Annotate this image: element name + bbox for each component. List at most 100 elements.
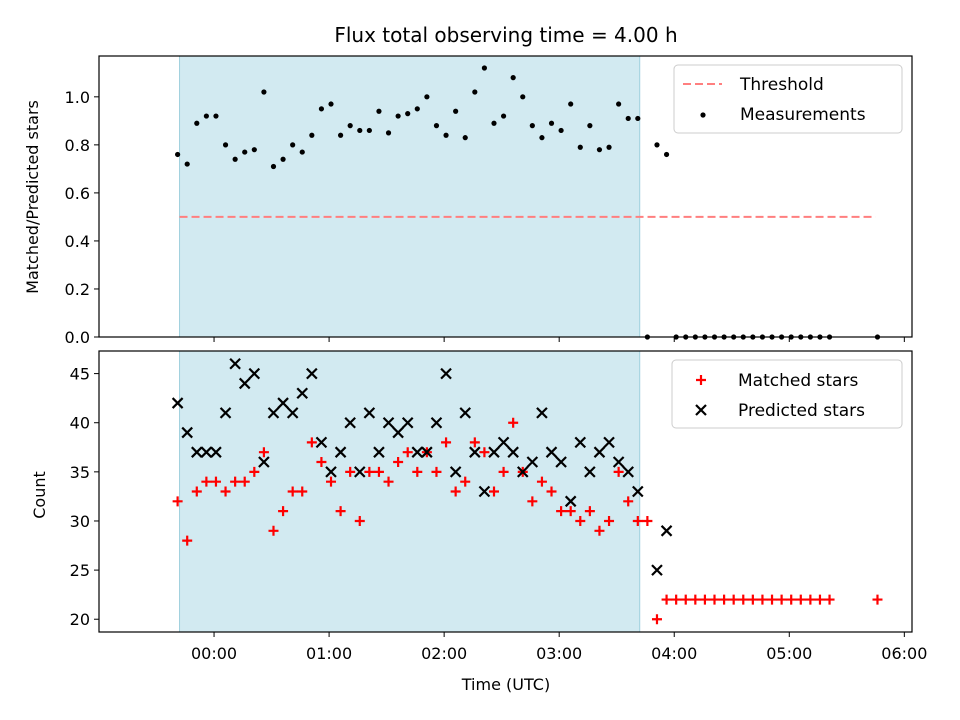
matched-point: [402, 447, 413, 458]
measurement-point: [232, 156, 238, 162]
matched-point: [680, 594, 691, 605]
matched-point: [738, 594, 749, 605]
measurement-point: [491, 120, 497, 126]
predicted-point: [459, 407, 472, 419]
y-tick-label: 0.6: [65, 184, 90, 203]
measurement-point: [184, 161, 190, 167]
measurement-point: [520, 94, 526, 100]
matched-point: [651, 614, 662, 625]
measurement-point: [663, 151, 670, 158]
matched-point: [220, 486, 231, 497]
legend-threshold-label: Threshold: [739, 75, 824, 95]
matched-point: [575, 515, 586, 526]
measurement-point: [318, 106, 325, 112]
predicted-point: [373, 446, 385, 458]
legend-measurement-label: Measurements: [740, 105, 866, 125]
predicted-point: [478, 485, 491, 498]
matched-point: [814, 594, 825, 605]
matched-point: [210, 476, 221, 487]
predicted-point: [238, 377, 251, 390]
matched-point: [623, 496, 634, 507]
matched-point: [201, 476, 212, 487]
measurement-point: [203, 113, 209, 119]
series-matched-stars: [172, 417, 883, 625]
predicted-point: [315, 436, 328, 449]
matched-point: [604, 515, 615, 526]
predicted-point: [392, 426, 404, 439]
matched-point: [488, 486, 499, 497]
measurement-point: [175, 151, 181, 158]
matched-point: [527, 496, 538, 507]
bottom-y-axis-label: Count: [30, 471, 49, 519]
measurement-point: [462, 135, 468, 141]
matched-point: [345, 466, 356, 477]
y-tick-label: 1.0: [65, 88, 90, 107]
y-tick-label: 0.8: [65, 136, 90, 155]
measurement-point: [577, 144, 583, 150]
measurement-point: [481, 65, 488, 71]
measurement-point: [568, 101, 574, 107]
predicted-point: [603, 436, 615, 449]
predicted-point: [545, 446, 558, 458]
measurement-point: [270, 163, 277, 170]
x-tick-label: 04:00: [651, 644, 697, 663]
measurement-point: [472, 89, 478, 95]
predicted-point: [449, 466, 462, 478]
measurement-point: [328, 101, 334, 107]
matched-point: [412, 466, 423, 477]
axes-frame: [98, 350, 913, 633]
matched-point: [287, 486, 298, 497]
measurement-point: [405, 111, 411, 117]
measurement-point: [558, 127, 564, 134]
observing-span-shade: [179, 55, 641, 338]
chart-title: Flux total observing time = 4.00 h: [334, 23, 677, 47]
matched-point: [719, 594, 730, 605]
measurement-point: [366, 127, 372, 134]
predicted-point: [516, 466, 529, 478]
matched-point: [431, 466, 442, 477]
measurement-point: [616, 101, 622, 107]
predicted-point: [507, 446, 519, 458]
matched-point: [671, 594, 682, 605]
measurement-point: [443, 132, 449, 138]
series-predicted-stars: [171, 357, 673, 576]
axes-frame: [98, 55, 913, 338]
legend-matched-label: Matched stars: [738, 371, 858, 391]
x-tick-label: 02:00: [421, 644, 467, 663]
matched-point: [182, 535, 193, 546]
measurement-point: [261, 89, 267, 95]
predicted-point: [267, 407, 280, 419]
matched-point: [364, 466, 375, 477]
series-measurements: [175, 65, 881, 340]
measurement-point: [242, 149, 248, 155]
x-tick-label: 05:00: [766, 644, 812, 663]
measurement-point: [309, 132, 315, 138]
predicted-point: [564, 495, 577, 508]
x-tick-label: 00:00: [191, 644, 237, 663]
matched-point: [556, 506, 567, 517]
predicted-point: [440, 367, 452, 380]
predicted-point: [488, 446, 500, 458]
predicted-point: [574, 436, 587, 449]
measurement-point: [414, 106, 420, 112]
matched-point: [335, 506, 346, 517]
y-tick-label: 45: [70, 365, 90, 384]
matched-point: [479, 447, 490, 458]
top-y-axis-label: Matched/Predicted stars: [23, 100, 42, 294]
matched-point: [316, 457, 327, 468]
matched-point: [546, 486, 557, 497]
predicted-point: [191, 446, 203, 458]
predicted-point: [363, 407, 376, 419]
y-tick-label: 0.4: [65, 232, 90, 251]
measurement-point: [424, 94, 430, 100]
y-tick-label: 35: [70, 463, 90, 482]
matched-point: [709, 594, 720, 605]
matched-point: [239, 476, 250, 487]
predicted-point: [353, 466, 366, 478]
predicted-point: [181, 426, 193, 439]
predicted-point: [296, 387, 309, 400]
measurement-point: [606, 144, 612, 150]
measurement-point: [290, 142, 296, 148]
legend-box: [671, 359, 903, 429]
predicted-point: [430, 416, 443, 429]
